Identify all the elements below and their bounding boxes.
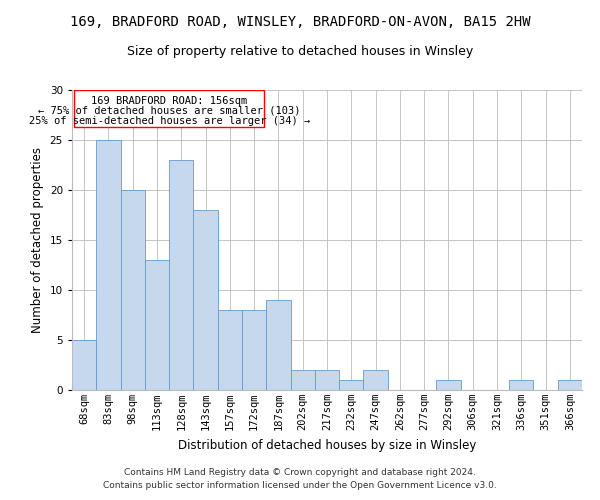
Text: 169, BRADFORD ROAD, WINSLEY, BRADFORD-ON-AVON, BA15 2HW: 169, BRADFORD ROAD, WINSLEY, BRADFORD-ON… [70, 15, 530, 29]
Bar [266, 300, 290, 390]
Text: Contains HM Land Registry data © Crown copyright and database right 2024.
Contai: Contains HM Land Registry data © Crown c… [103, 468, 497, 490]
Y-axis label: Number of detached properties: Number of detached properties [31, 147, 44, 333]
Bar [145, 260, 169, 390]
Text: 169 BRADFORD ROAD: 156sqm: 169 BRADFORD ROAD: 156sqm [91, 96, 247, 106]
Bar [72, 340, 96, 390]
Bar [364, 370, 388, 390]
Text: Size of property relative to detached houses in Winsley: Size of property relative to detached ho… [127, 45, 473, 58]
X-axis label: Distribution of detached houses by size in Winsley: Distribution of detached houses by size … [178, 438, 476, 452]
Bar [193, 210, 218, 390]
Bar [242, 310, 266, 390]
Bar [558, 380, 582, 390]
Bar [509, 380, 533, 390]
Bar [436, 380, 461, 390]
Bar [290, 370, 315, 390]
Bar [169, 160, 193, 390]
Bar [121, 190, 145, 390]
Text: ← 75% of detached houses are smaller (103): ← 75% of detached houses are smaller (10… [38, 106, 301, 116]
Text: 25% of semi-detached houses are larger (34) →: 25% of semi-detached houses are larger (… [29, 116, 310, 126]
Bar [96, 140, 121, 390]
Bar [315, 370, 339, 390]
Bar [74, 90, 264, 127]
Bar [218, 310, 242, 390]
Bar [339, 380, 364, 390]
